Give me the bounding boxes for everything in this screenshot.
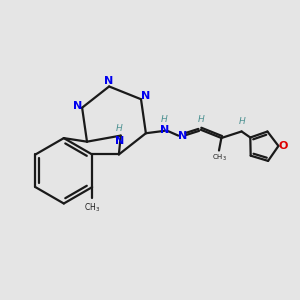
Text: N: N xyxy=(141,91,150,101)
Text: N: N xyxy=(160,125,169,135)
Text: H: H xyxy=(239,117,246,126)
Text: CH$_3$: CH$_3$ xyxy=(212,153,226,163)
Text: N: N xyxy=(115,136,124,146)
Text: CH$_3$: CH$_3$ xyxy=(84,201,100,214)
Text: H: H xyxy=(161,115,168,124)
Text: H: H xyxy=(198,115,205,124)
Text: H: H xyxy=(116,124,123,133)
Text: O: O xyxy=(278,141,288,151)
Text: N: N xyxy=(73,101,82,111)
Text: N: N xyxy=(178,131,187,141)
Text: N: N xyxy=(104,76,113,86)
